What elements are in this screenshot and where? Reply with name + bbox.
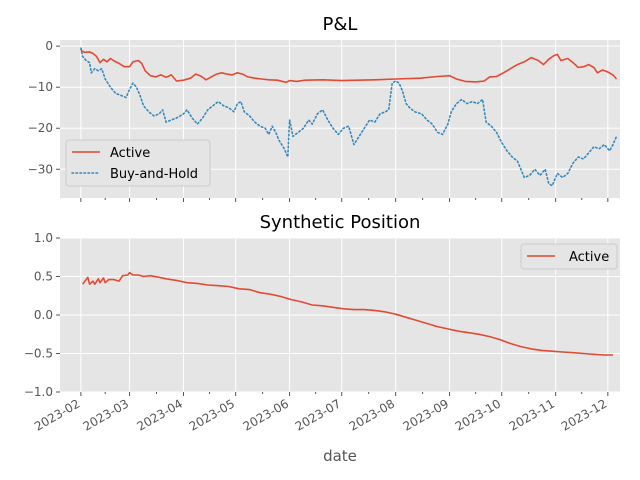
y-tick-label: −0.5 (24, 347, 53, 361)
y-tick-label: 0 (45, 39, 53, 53)
pnl-y-ticks: 0 −10 −20 −30 (28, 39, 60, 176)
legend-label-active: Active (569, 250, 609, 265)
y-tick-label: −1.0 (24, 385, 53, 399)
x-tick-label: 2023-05 (187, 396, 237, 433)
x-tick-label: 2023-11 (507, 396, 557, 433)
pnl-legend: Active Buy-and-Hold (65, 139, 211, 187)
legend-label-buy-and-hold: Buy-and-Hold (110, 167, 198, 182)
pnl-series (80, 47, 618, 187)
series-line-active (81, 271, 613, 356)
x-axis-label: date (323, 447, 357, 465)
position-title: Synthetic Position (260, 212, 421, 233)
series-line-active (80, 49, 618, 84)
pnl-grid (60, 40, 620, 198)
position-legend-box (520, 243, 618, 270)
position-y-ticks: 1.0 0.5 0.0 −0.5 −1.0 (24, 231, 60, 399)
y-tick-label: −20 (28, 121, 53, 135)
x-tick-label: 2023-02 (32, 396, 82, 433)
pnl-panel: 0 −10 −20 −30 P&L Active Buy-and-Hold (28, 14, 620, 202)
pnl-x-ticks (80, 198, 609, 202)
x-tick-label: 2023-09 (401, 396, 451, 433)
y-tick-label: 0.5 (34, 270, 53, 284)
x-tick-label: 2023-04 (135, 396, 185, 433)
series-line-buy-and-hold (80, 47, 618, 187)
x-tick-label: 2023-07 (293, 396, 343, 433)
x-tick-label: 2023-06 (241, 396, 291, 433)
pnl-title: P&L (323, 14, 358, 35)
x-tick-label: 2023-03 (81, 396, 131, 433)
legend-label-active: Active (110, 146, 150, 161)
position-legend: Active (520, 243, 618, 270)
position-series (81, 271, 613, 356)
x-tick-label: 2023-12 (559, 396, 609, 433)
y-tick-label: 0.0 (34, 308, 53, 322)
x-tick-label: 2023-10 (453, 396, 503, 433)
pnl-legend-box (65, 139, 211, 187)
x-tick-label: 2023-08 (347, 396, 397, 433)
y-tick-label: −30 (28, 162, 53, 176)
y-tick-label: 1.0 (34, 231, 53, 245)
y-tick-label: −10 (28, 80, 53, 94)
